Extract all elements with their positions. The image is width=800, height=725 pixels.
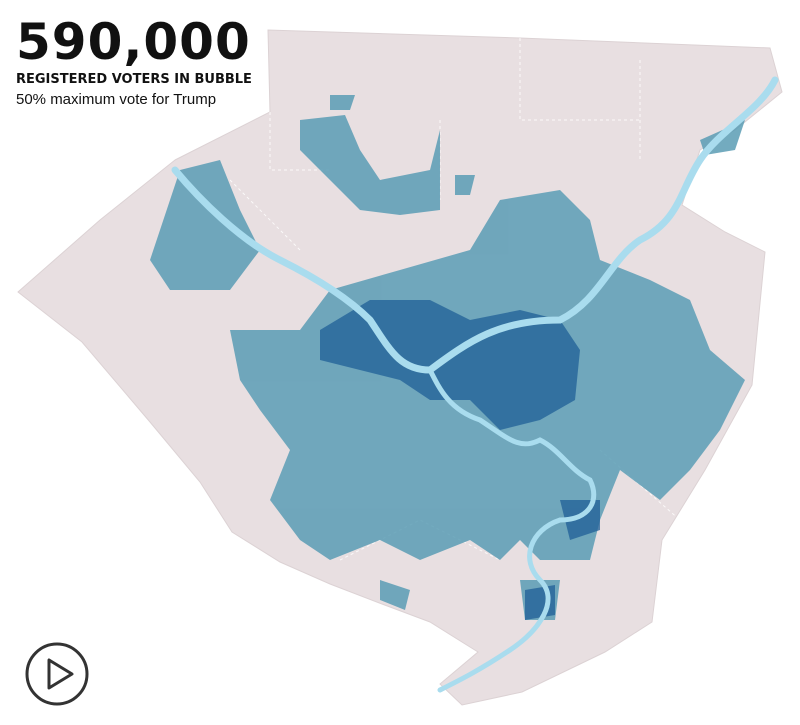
rivers xyxy=(171,76,779,693)
region-boundaries xyxy=(229,38,681,561)
play-circle xyxy=(25,642,89,706)
subtitle: REGISTERED VOTERS IN BUBBLE xyxy=(16,72,252,87)
play-icon xyxy=(47,658,74,690)
voter-count: 590,000 xyxy=(16,13,251,71)
header: 590,000 REGISTERED VOTERS IN BUBBLE 50% … xyxy=(16,14,252,108)
play-button[interactable] xyxy=(24,641,90,707)
note: 50% maximum vote for Trump xyxy=(16,91,217,108)
